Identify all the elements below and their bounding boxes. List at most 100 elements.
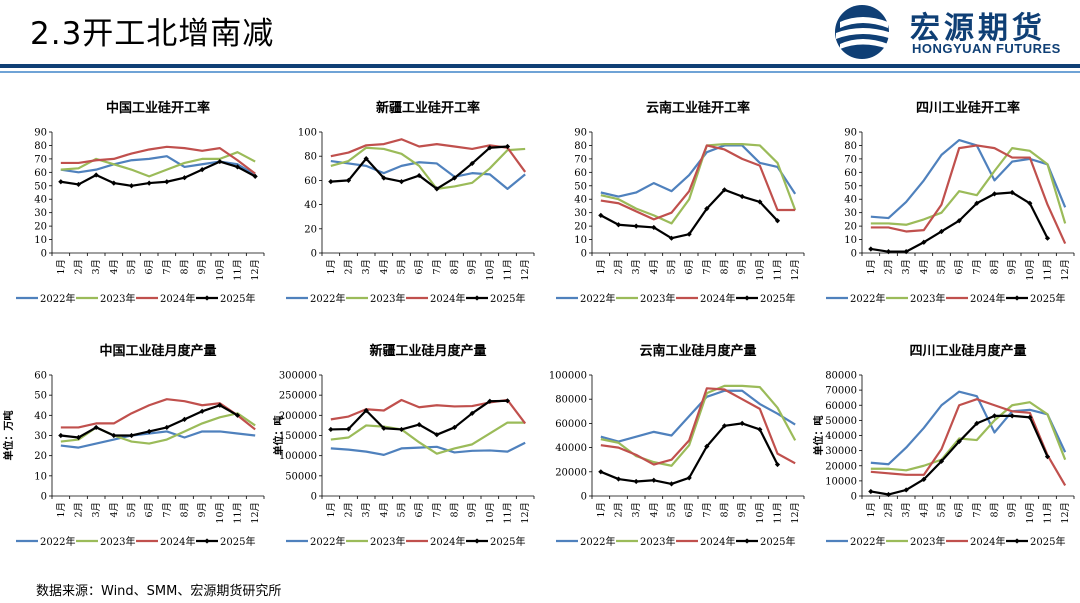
legend-label: 2022年 [580, 292, 615, 305]
y-tick-label: 40 [304, 200, 317, 211]
y-tick-label: 70 [574, 154, 587, 165]
x-tick-label: 11月 [503, 259, 514, 281]
x-tick-label: 5月 [667, 502, 678, 518]
data-point-marker [868, 246, 874, 252]
data-point-marker [774, 218, 781, 224]
series-line-2023年 [330, 421, 526, 455]
x-tick-label: 5月 [937, 259, 948, 275]
data-point-marker [668, 481, 675, 487]
y-tick-label: 0 [41, 249, 47, 260]
x-tick-label: 12月 [790, 502, 801, 524]
y-tick-label: 80 [574, 141, 587, 152]
x-tick-label: 10月 [215, 502, 226, 524]
y-tick-label: 70 [844, 154, 857, 165]
x-tick-label: 7月 [162, 502, 173, 518]
chart-title: 云南工业硅开工率 [646, 100, 750, 116]
legend-label: 2022年 [40, 292, 75, 305]
x-tick-label: 3月 [361, 259, 372, 275]
legend-marker [744, 538, 750, 544]
data-point-marker [181, 175, 188, 181]
legend-label: 2022年 [850, 535, 885, 548]
data-point-marker [868, 488, 874, 495]
data-point-marker [128, 432, 135, 439]
x-tick-label: 11月 [233, 502, 244, 524]
data-point-marker [1027, 200, 1033, 206]
series-line-2022年 [870, 138, 1067, 220]
data-point-marker [328, 426, 334, 433]
y-tick-label: 90 [574, 128, 587, 139]
x-tick-label: 3月 [361, 502, 372, 518]
y-tick-label: 50000 [825, 416, 857, 427]
logo-english-name: HONGYUAN FUTURES [912, 41, 1061, 56]
x-tick-label: 2月 [344, 259, 355, 275]
y-tick-label: 60 [34, 371, 47, 382]
data-point-marker [345, 426, 352, 432]
y-tick-label: 20 [844, 222, 857, 233]
data-point-marker [181, 416, 188, 422]
series-line-2022年 [330, 159, 526, 190]
data-point-marker [721, 423, 728, 429]
data-point-marker [938, 228, 945, 235]
series-line-2025年 [330, 145, 508, 190]
series-line-2024年 [600, 144, 796, 221]
logo-chinese-name: 宏源期货 [910, 11, 1046, 46]
series-line-2025年 [330, 399, 508, 436]
data-point-marker [111, 180, 117, 186]
legend-label: 2024年 [160, 292, 195, 305]
y-tick-label: 40000 [825, 431, 857, 442]
x-tick-label: 6月 [954, 259, 965, 275]
x-tick-label: 9月 [1007, 259, 1018, 275]
y-tick-label: 40 [844, 195, 857, 206]
x-tick-label: 6月 [414, 502, 425, 518]
header-divider [0, 64, 1080, 68]
x-tick-label: 11月 [233, 259, 244, 281]
data-point-marker [93, 172, 99, 178]
chart-yunnan-output: 云南工业硅月度产量 0 20000 40000 60000 80000 100000 1月 2月… [549, 343, 805, 548]
x-tick-label: 3月 [901, 259, 912, 275]
x-tick-label: 4月 [379, 502, 390, 518]
legend-label: 2025年 [220, 535, 255, 548]
y-tick-label: 20 [34, 451, 47, 462]
x-tick-label: 12月 [790, 259, 801, 281]
data-point-marker [991, 191, 998, 197]
x-tick-label: 2月 [884, 259, 895, 275]
x-tick-label: 8月 [180, 259, 191, 275]
x-tick-label: 5月 [127, 259, 138, 275]
company-logo: 宏源期货 HONGYUAN FUTURES [826, 2, 1076, 62]
data-point-marker [633, 223, 639, 229]
legend-label: 2022年 [580, 535, 615, 548]
data-point-marker [328, 179, 334, 185]
x-tick-label: 7月 [432, 502, 443, 518]
series-line-2024年 [60, 145, 256, 175]
x-tick-label: 7月 [972, 502, 983, 518]
series-line-2024年 [330, 138, 527, 173]
legend-marker [204, 295, 210, 301]
y-tick-label: 20000 [825, 461, 857, 472]
legend-label: 2023年 [910, 292, 945, 305]
chart-panel-xinjiang-output: 新疆工业硅月度产量 单位：吨 0 50000 100000 150000 200000 250… [270, 338, 540, 578]
x-tick-label: 1月 [596, 259, 607, 275]
data-point-marker [504, 143, 511, 150]
y-tick-label: 0 [311, 492, 317, 503]
chart-title: 四川工业硅开工率 [916, 100, 1020, 116]
x-tick-label: 8月 [990, 502, 1001, 518]
x-tick-label: 4月 [649, 502, 660, 518]
x-tick-label: 12月 [1060, 259, 1071, 281]
data-point-marker [345, 177, 352, 183]
series-line-2024年 [330, 398, 527, 425]
data-point-marker [111, 432, 117, 439]
x-tick-label: 5月 [667, 259, 678, 275]
legend-marker [204, 538, 210, 544]
x-tick-label: 11月 [1043, 502, 1054, 524]
data-point-marker [75, 434, 82, 441]
x-tick-label: 12月 [1060, 502, 1071, 524]
series-line-2023年 [870, 147, 1067, 226]
data-point-marker [885, 491, 892, 498]
y-tick-label: 80 [304, 152, 317, 163]
y-tick-label: 100 [298, 128, 317, 139]
chart-panel-yunnan-utilization: 云南工业硅开工率 0 10 20 30 40 50 60 70 80 90 1月 2月 3月 4月 5月 6月 7… [540, 95, 810, 335]
data-point-marker [615, 476, 622, 482]
page-title: 2.3开工北增南减 [30, 16, 275, 52]
